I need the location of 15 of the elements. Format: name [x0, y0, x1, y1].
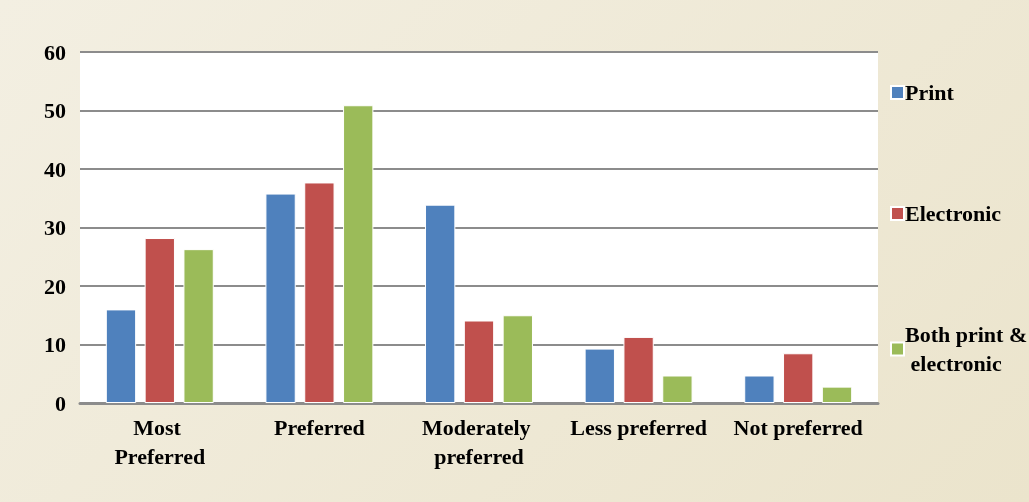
- y-tick-label: 0: [55, 390, 66, 416]
- x-tick-label: Less preferred: [570, 415, 707, 440]
- y-tick-label: 10: [44, 332, 66, 357]
- legend-label: Both print & electronic: [905, 322, 1028, 376]
- x-tick-label: Preferred: [274, 415, 365, 440]
- legend-label: Electronic: [905, 201, 1002, 226]
- y-tick-label: 40: [44, 156, 66, 182]
- x-tick-label: Most Preferred: [114, 415, 206, 469]
- y-tick-label: 60: [44, 39, 66, 65]
- y-tick-label: 20: [44, 273, 66, 299]
- legend-label: Print: [905, 80, 955, 105]
- y-tick-label: 30: [44, 215, 66, 240]
- y-tick-label: 50: [44, 98, 66, 123]
- x-tick-label: Not preferred: [733, 415, 863, 440]
- x-tick-label: Moderately preferred: [421, 415, 537, 469]
